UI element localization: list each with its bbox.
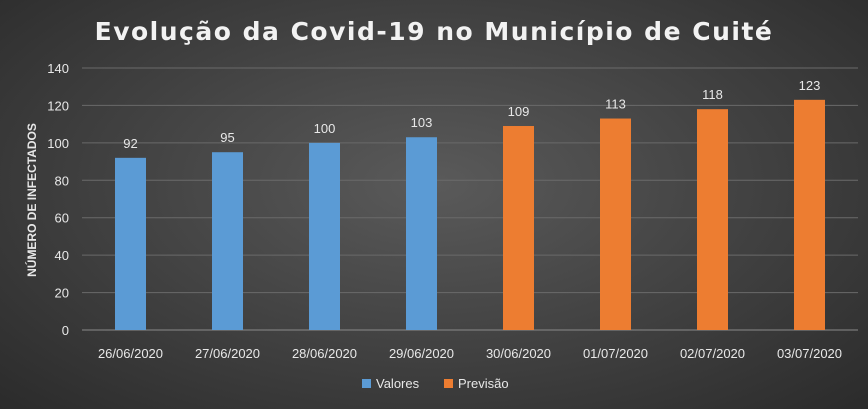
x-tick-label: 26/06/2020 xyxy=(98,346,163,361)
bar-valores xyxy=(406,137,437,330)
legend-swatch-previsao xyxy=(444,379,453,388)
y-tick-label: 20 xyxy=(55,286,69,301)
y-tick-label: 0 xyxy=(62,323,69,338)
y-tick-label: 60 xyxy=(55,211,69,226)
legend: Valores Previsão xyxy=(362,376,509,391)
y-tick-label: 40 xyxy=(55,248,69,263)
data-label: 103 xyxy=(411,115,433,130)
legend-swatch-valores xyxy=(362,379,371,388)
bar-previsao xyxy=(697,109,728,331)
bars xyxy=(115,99,825,331)
x-axis-ticks: 26/06/2020 27/06/2020 28/06/2020 29/06/2020… xyxy=(98,346,842,361)
data-label: 113 xyxy=(605,97,626,112)
chart-title: Evolução da Covid-19 no Município de Cui… xyxy=(95,17,774,46)
data-labels: 92 95 100 103 109 113 118 123 xyxy=(123,78,820,151)
y-tick-label: 100 xyxy=(47,136,69,151)
data-label: 100 xyxy=(314,121,336,136)
y-axis-label: NÚMERO DE INFECTADOS xyxy=(24,123,39,277)
bar-previsao xyxy=(503,126,534,330)
x-tick-label: 27/06/2020 xyxy=(195,346,260,361)
data-label: 95 xyxy=(220,130,234,145)
x-tick-label: 28/06/2020 xyxy=(292,346,357,361)
bar-valores xyxy=(212,152,243,330)
bar-previsao xyxy=(794,99,825,330)
y-axis-ticks: 0 20 40 60 80 100 120 140 xyxy=(47,61,69,338)
y-tick-label: 140 xyxy=(47,61,69,76)
x-tick-label: 03/07/2020 xyxy=(777,346,842,361)
bar-previsao xyxy=(600,118,631,331)
data-label: 118 xyxy=(702,87,723,102)
data-label: 123 xyxy=(799,78,821,93)
x-tick-label: 29/06/2020 xyxy=(389,346,454,361)
legend-label-valores: Valores xyxy=(376,376,420,391)
x-tick-label: 01/07/2020 xyxy=(583,346,648,361)
data-label: 109 xyxy=(508,104,530,119)
y-tick-label: 80 xyxy=(55,173,69,188)
y-tick-label: 120 xyxy=(47,98,69,113)
bar-valores xyxy=(309,142,340,330)
x-tick-label: 02/07/2020 xyxy=(680,346,745,361)
legend-label-previsao: Previsão xyxy=(458,376,509,391)
bar-valores xyxy=(115,157,146,330)
x-tick-label: 30/06/2020 xyxy=(486,346,551,361)
data-label: 92 xyxy=(123,136,137,151)
gridlines xyxy=(82,67,858,331)
